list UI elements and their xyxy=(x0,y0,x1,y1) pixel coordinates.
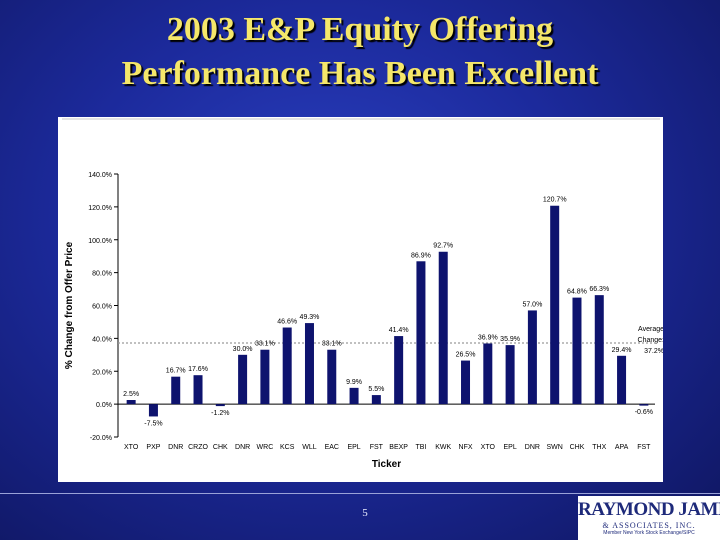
slide-title-line-2: Performance Has Been Excellent xyxy=(121,55,599,92)
x-tick-label: EPL xyxy=(347,444,360,451)
x-tick-label: DNR xyxy=(168,444,183,451)
y-tick-label: 60.0% xyxy=(92,304,112,311)
x-tick-label: TBI xyxy=(415,444,426,451)
y-tick-label: 100.0% xyxy=(88,238,112,245)
bar xyxy=(260,349,270,405)
page-number: 5 xyxy=(362,507,368,519)
x-tick-label: PXP xyxy=(146,444,160,451)
data-label: 29.4% xyxy=(612,347,632,354)
y-tick-label: 140.0% xyxy=(88,172,112,179)
data-label: 92.7% xyxy=(433,243,453,250)
data-label: 86.9% xyxy=(411,252,431,259)
y-tick-label: 0.0% xyxy=(96,402,112,409)
bar xyxy=(438,251,448,405)
x-tick-label: WRC xyxy=(257,444,274,451)
x-tick-label: KWK xyxy=(435,444,451,451)
data-label: 5.5% xyxy=(368,386,384,393)
slide-title: 2003 E&P Equity Offering Performance Has… xyxy=(0,8,720,96)
x-tick-label: EPL xyxy=(503,444,516,451)
logo-main-text: RAYMOND JAMES xyxy=(578,499,720,520)
footer-divider xyxy=(0,493,720,494)
y-tick-label: 80.0% xyxy=(92,271,112,278)
average-label: Change: xyxy=(638,337,663,344)
bar xyxy=(171,376,181,405)
data-label: 64.8% xyxy=(567,289,587,296)
x-tick-label: SWN xyxy=(547,444,563,451)
bar xyxy=(371,395,381,405)
bar xyxy=(327,349,337,405)
data-label: -0.6% xyxy=(635,409,653,416)
bar xyxy=(148,404,158,417)
y-tick-label: -20.0% xyxy=(90,435,112,442)
bar xyxy=(572,297,582,405)
x-tick-label: NFX xyxy=(459,444,473,451)
bar xyxy=(416,261,426,405)
x-axis-title: Ticker xyxy=(372,459,401,470)
bar xyxy=(461,360,471,405)
x-tick-label: FST xyxy=(370,444,384,451)
data-label: 33.1% xyxy=(255,341,275,348)
x-tick-label: CRZO xyxy=(188,444,208,451)
x-tick-label: CHK xyxy=(570,444,585,451)
x-tick-label: CHK xyxy=(213,444,228,451)
data-label: 57.0% xyxy=(522,301,542,308)
bar xyxy=(349,387,359,405)
bar xyxy=(550,205,560,405)
chart-panel: -20.0% 0.0% 20.0% 40.0% 60.0% 80.0% 100.0% 120.… xyxy=(58,117,663,482)
x-tick-label: XTO xyxy=(124,444,139,451)
data-label: 49.3% xyxy=(300,314,320,321)
y-axis-title: % Change from Offer Price xyxy=(64,241,75,369)
logo-tagline: Member New York Stock Exchange/SIPC xyxy=(603,530,695,536)
data-label: 35.9% xyxy=(500,336,520,343)
data-label: -1.2% xyxy=(211,410,229,417)
bar xyxy=(282,327,292,405)
data-label: 16.7% xyxy=(166,368,186,375)
data-label: 26.5% xyxy=(456,352,476,359)
data-label: 9.9% xyxy=(346,379,362,386)
bar-chart: -20.0% 0.0% 20.0% 40.0% 60.0% 80.0% 100.0% 120.… xyxy=(62,118,663,470)
x-tick-label: APA xyxy=(615,444,629,451)
data-label: 17.6% xyxy=(188,366,208,373)
data-label: 120.7% xyxy=(543,197,567,204)
x-tick-label: XTO xyxy=(481,444,496,451)
y-tick-label: 40.0% xyxy=(92,336,112,343)
bar xyxy=(617,355,627,405)
x-tick-label: DNR xyxy=(525,444,540,451)
bar xyxy=(126,400,136,405)
logo-sub-text: & ASSOCIATES, INC. xyxy=(602,521,696,530)
raymond-james-logo: RAYMOND JAMES & ASSOCIATES, INC. Member … xyxy=(578,496,720,540)
bar xyxy=(238,354,248,405)
bar xyxy=(594,295,604,405)
data-label: -7.5% xyxy=(144,420,162,427)
x-tick-label: FST xyxy=(637,444,651,451)
data-label: 30.0% xyxy=(233,346,253,353)
bar xyxy=(639,404,649,406)
x-tick-label: EAC xyxy=(325,444,339,451)
data-label: 33.1% xyxy=(322,341,342,348)
bar xyxy=(304,323,314,405)
bar xyxy=(483,343,493,405)
x-tick-label: DNR xyxy=(235,444,250,451)
average-label: 37.2% xyxy=(644,348,663,355)
x-tick-label: WLL xyxy=(302,444,317,451)
data-label: 66.3% xyxy=(589,286,609,293)
data-label: 2.5% xyxy=(123,391,139,398)
data-label: 46.6% xyxy=(277,319,297,326)
x-tick-label: BEXP xyxy=(389,444,408,451)
x-tick-label: KCS xyxy=(280,444,295,451)
bar xyxy=(527,310,537,405)
data-label: 36.9% xyxy=(478,334,498,341)
x-tick-label: THX xyxy=(592,444,606,451)
average-label: Average xyxy=(638,326,663,333)
bar xyxy=(505,345,515,405)
bar xyxy=(394,336,404,405)
data-label: 41.4% xyxy=(389,327,409,334)
bar xyxy=(215,404,225,407)
y-tick-label: 120.0% xyxy=(88,205,112,212)
bar xyxy=(193,375,203,405)
slide-title-line-1: 2003 E&P Equity Offering xyxy=(166,11,554,48)
y-tick-label: 20.0% xyxy=(92,369,112,376)
